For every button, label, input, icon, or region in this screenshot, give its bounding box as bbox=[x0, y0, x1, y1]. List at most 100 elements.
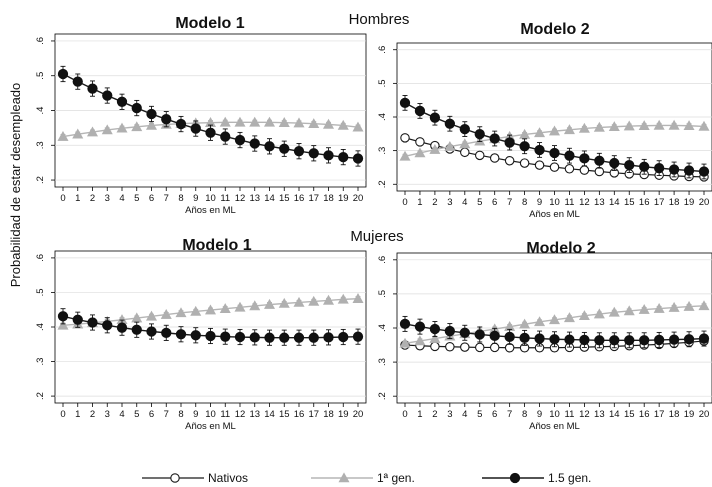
data-point bbox=[264, 141, 275, 152]
data-point bbox=[414, 147, 426, 158]
data-point bbox=[146, 108, 157, 120]
shared-y-axis-label: Probabilidad de estar desempleado bbox=[8, 83, 23, 288]
x-tick-label: 16 bbox=[294, 193, 305, 204]
data-point bbox=[548, 125, 561, 136]
data-point bbox=[504, 343, 515, 353]
data-point bbox=[87, 83, 98, 94]
data-point bbox=[654, 334, 665, 346]
y-tick-label: .6 bbox=[35, 254, 46, 262]
data-point bbox=[534, 127, 546, 138]
data-point bbox=[338, 331, 349, 343]
x-tick-label: 12 bbox=[579, 197, 590, 208]
data-point bbox=[460, 147, 470, 158]
legend-marker bbox=[170, 473, 180, 483]
data-point bbox=[460, 342, 470, 352]
x-tick-label: 3 bbox=[105, 409, 110, 420]
data-point bbox=[102, 320, 113, 331]
y-tick-label: .6 bbox=[377, 46, 388, 54]
x-tick-label: 7 bbox=[507, 197, 512, 208]
data-point bbox=[519, 318, 531, 329]
x-tick-label: 0 bbox=[402, 197, 407, 208]
data-point bbox=[72, 314, 83, 325]
data-point bbox=[683, 165, 695, 176]
x-tick-label: 4 bbox=[462, 197, 467, 208]
data-point bbox=[429, 332, 441, 343]
section-label-mujeres: Mujeres bbox=[350, 228, 403, 245]
data-point bbox=[444, 325, 455, 337]
data-point bbox=[337, 119, 349, 130]
x-tick-label: 8 bbox=[178, 409, 183, 420]
x-tick-label: 10 bbox=[549, 409, 560, 420]
y-tick-label: .5 bbox=[35, 288, 46, 296]
x-axis-label: Años en ML bbox=[529, 209, 580, 220]
x-tick-label: 12 bbox=[235, 409, 246, 420]
y-tick-label: .4 bbox=[377, 113, 388, 121]
data-point bbox=[322, 294, 335, 305]
data-point bbox=[220, 331, 231, 342]
data-point bbox=[161, 327, 172, 339]
y-tick-label: .3 bbox=[377, 358, 388, 366]
x-tick-label: 20 bbox=[353, 193, 364, 204]
data-point bbox=[534, 316, 546, 327]
series-1-5-gen- bbox=[57, 65, 364, 167]
series-1-5-gen- bbox=[57, 308, 364, 346]
data-point bbox=[594, 335, 605, 346]
x-tick-label: 17 bbox=[654, 197, 665, 208]
x-tick-label: 4 bbox=[462, 409, 467, 420]
chart-panel-2: Modelo 2.2.3.4.5.60 1 2 3 4 5 6 7 8 9 10 11 12 13 14 15… bbox=[377, 21, 712, 220]
data-point bbox=[175, 307, 187, 318]
data-point bbox=[609, 157, 620, 169]
legend-item-2: 1ª gen. bbox=[311, 471, 415, 485]
data-point bbox=[219, 303, 231, 313]
data-point bbox=[459, 123, 470, 135]
data-point bbox=[608, 121, 620, 132]
data-point bbox=[308, 118, 320, 129]
data-point bbox=[698, 120, 710, 131]
data-point bbox=[549, 147, 560, 159]
series-1-5-gen- bbox=[399, 95, 710, 180]
x-tick-label: 5 bbox=[134, 193, 139, 204]
x-tick-label: 10 bbox=[205, 409, 216, 420]
data-point bbox=[548, 314, 561, 325]
data-point bbox=[308, 332, 319, 343]
data-point bbox=[116, 122, 128, 133]
data-point bbox=[116, 96, 128, 107]
data-point bbox=[474, 329, 485, 340]
x-tick-label: 9 bbox=[537, 409, 542, 420]
y-tick-label: .3 bbox=[35, 358, 46, 366]
y-tick-label: .4 bbox=[35, 323, 46, 331]
x-tick-label: 2 bbox=[432, 197, 437, 208]
panel-title: Modelo 2 bbox=[526, 240, 595, 257]
data-point bbox=[564, 164, 575, 174]
x-tick-label: 14 bbox=[264, 409, 275, 420]
x-tick-label: 16 bbox=[639, 197, 650, 208]
data-point bbox=[564, 150, 575, 161]
data-point bbox=[444, 118, 455, 129]
data-point bbox=[519, 332, 530, 344]
x-tick-label: 18 bbox=[323, 409, 334, 420]
data-point bbox=[249, 332, 260, 343]
data-point bbox=[504, 137, 515, 148]
section-label-hombres: Hombres bbox=[349, 11, 410, 28]
data-point bbox=[429, 323, 441, 335]
x-tick-label: 14 bbox=[609, 197, 620, 208]
data-point bbox=[352, 331, 364, 342]
data-point bbox=[337, 293, 349, 304]
y-tick-label: .3 bbox=[377, 147, 388, 155]
series-1-gen- bbox=[57, 116, 364, 141]
x-tick-label: 14 bbox=[264, 193, 275, 204]
y-tick-label: .4 bbox=[35, 107, 46, 115]
x-tick-label: 8 bbox=[522, 197, 527, 208]
data-point bbox=[308, 295, 320, 306]
data-point bbox=[654, 162, 665, 174]
data-point bbox=[190, 123, 201, 134]
legend-marker bbox=[509, 472, 521, 484]
data-point bbox=[623, 120, 635, 131]
legend-marker bbox=[338, 472, 350, 483]
data-point bbox=[190, 305, 202, 316]
data-point bbox=[323, 332, 334, 343]
data-point bbox=[563, 312, 575, 323]
data-point bbox=[219, 116, 231, 127]
data-point bbox=[549, 334, 560, 345]
data-point bbox=[249, 138, 260, 149]
